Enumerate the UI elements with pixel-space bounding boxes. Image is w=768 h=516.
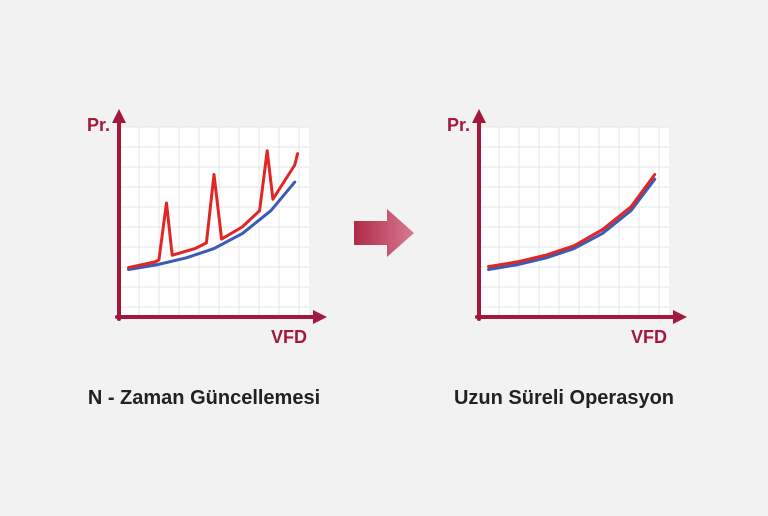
comparison-container: Pr. VFD N - Zaman Güncellemesi Pr. VFD Uzu… <box>0 107 768 410</box>
left-panel: Pr. VFD N - Zaman Güncellemesi <box>79 107 329 410</box>
left-caption: N - Zaman Güncellemesi <box>88 387 320 410</box>
transition-arrow-icon <box>349 203 419 263</box>
right-panel: Pr. VFD Uzun Süreli Operasyon <box>439 107 689 410</box>
svg-text:VFD: VFD <box>271 327 307 347</box>
right-caption: Uzun Süreli Operasyon <box>454 387 674 410</box>
svg-text:Pr.: Pr. <box>447 115 470 135</box>
right-chart: Pr. VFD <box>439 107 689 357</box>
svg-text:VFD: VFD <box>631 327 667 347</box>
left-chart: Pr. VFD <box>79 107 329 357</box>
svg-text:Pr.: Pr. <box>87 115 110 135</box>
